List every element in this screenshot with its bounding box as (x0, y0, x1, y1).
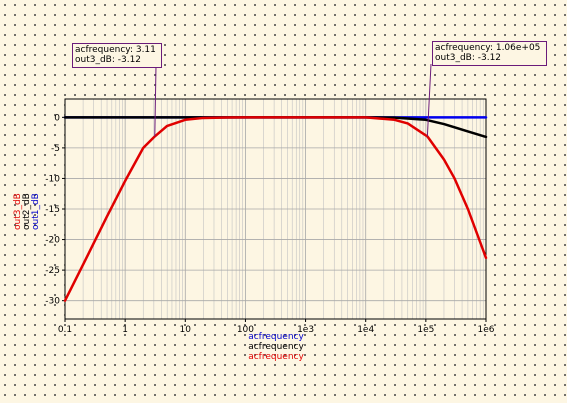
marker-leader-lines (154, 63, 432, 137)
marker-label-high[interactable]: acfrequency: 1.06e+05 out3_dB: -3.12 (432, 41, 547, 66)
y-axis-label-out1: out1_dB (31, 193, 41, 230)
x-tick-label: 0.1 (58, 325, 72, 335)
y-tick-label: 0 (54, 113, 60, 123)
marker-label-high-freq: acfrequency: 1.06e+05 (435, 43, 541, 53)
x-tick-label: 1 (122, 325, 128, 335)
x-tick-label: 1e6 (478, 325, 495, 335)
major-gridlines (64, 99, 487, 319)
y-axis-ticks: 0 -5 -10 -15 -20 -25 -30 (45, 113, 65, 307)
marker-label-low[interactable]: acfrequency: 3.11 out3_dB: -3.12 (72, 43, 162, 68)
x-tick-label: 100 (237, 325, 254, 335)
y-tick-label: -20 (45, 236, 60, 246)
y-axis-labels: out3_dB out2_dB out1_dB (13, 193, 41, 230)
marker-label-high-value: out3_dB: -3.12 (435, 53, 502, 63)
series-line-out3_dB (63, 116, 488, 302)
marker-leader-line (426, 63, 432, 137)
x-tick-label: 10 (180, 325, 192, 335)
x-axis-ticks: 0.1 1 10 100 1e3 1e4 1e5 1e6 (58, 319, 495, 335)
marker-leader-line (154, 65, 157, 137)
x-axis-label-out2: acfrequency (248, 342, 304, 352)
y-tick-label: -25 (45, 266, 60, 276)
x-axis-label-out1: acfrequency (248, 332, 304, 342)
y-tick-label: -30 (45, 297, 60, 307)
marker-label-low-freq: acfrequency: 3.11 (75, 45, 156, 55)
y-tick-label: -10 (45, 174, 60, 184)
x-tick-label: 1e5 (417, 325, 434, 335)
x-tick-label: 1e4 (357, 325, 374, 335)
y-tick-label: -5 (51, 144, 60, 154)
x-tick-label: 1e3 (297, 325, 314, 335)
y-tick-label: -15 (45, 205, 60, 215)
x-axis-label-out3: acfrequency (248, 352, 304, 362)
series-layer (63, 116, 488, 302)
marker-label-low-value: out3_dB: -3.12 (75, 55, 142, 65)
x-axis-labels: acfrequency acfrequency acfrequency (236, 332, 316, 362)
